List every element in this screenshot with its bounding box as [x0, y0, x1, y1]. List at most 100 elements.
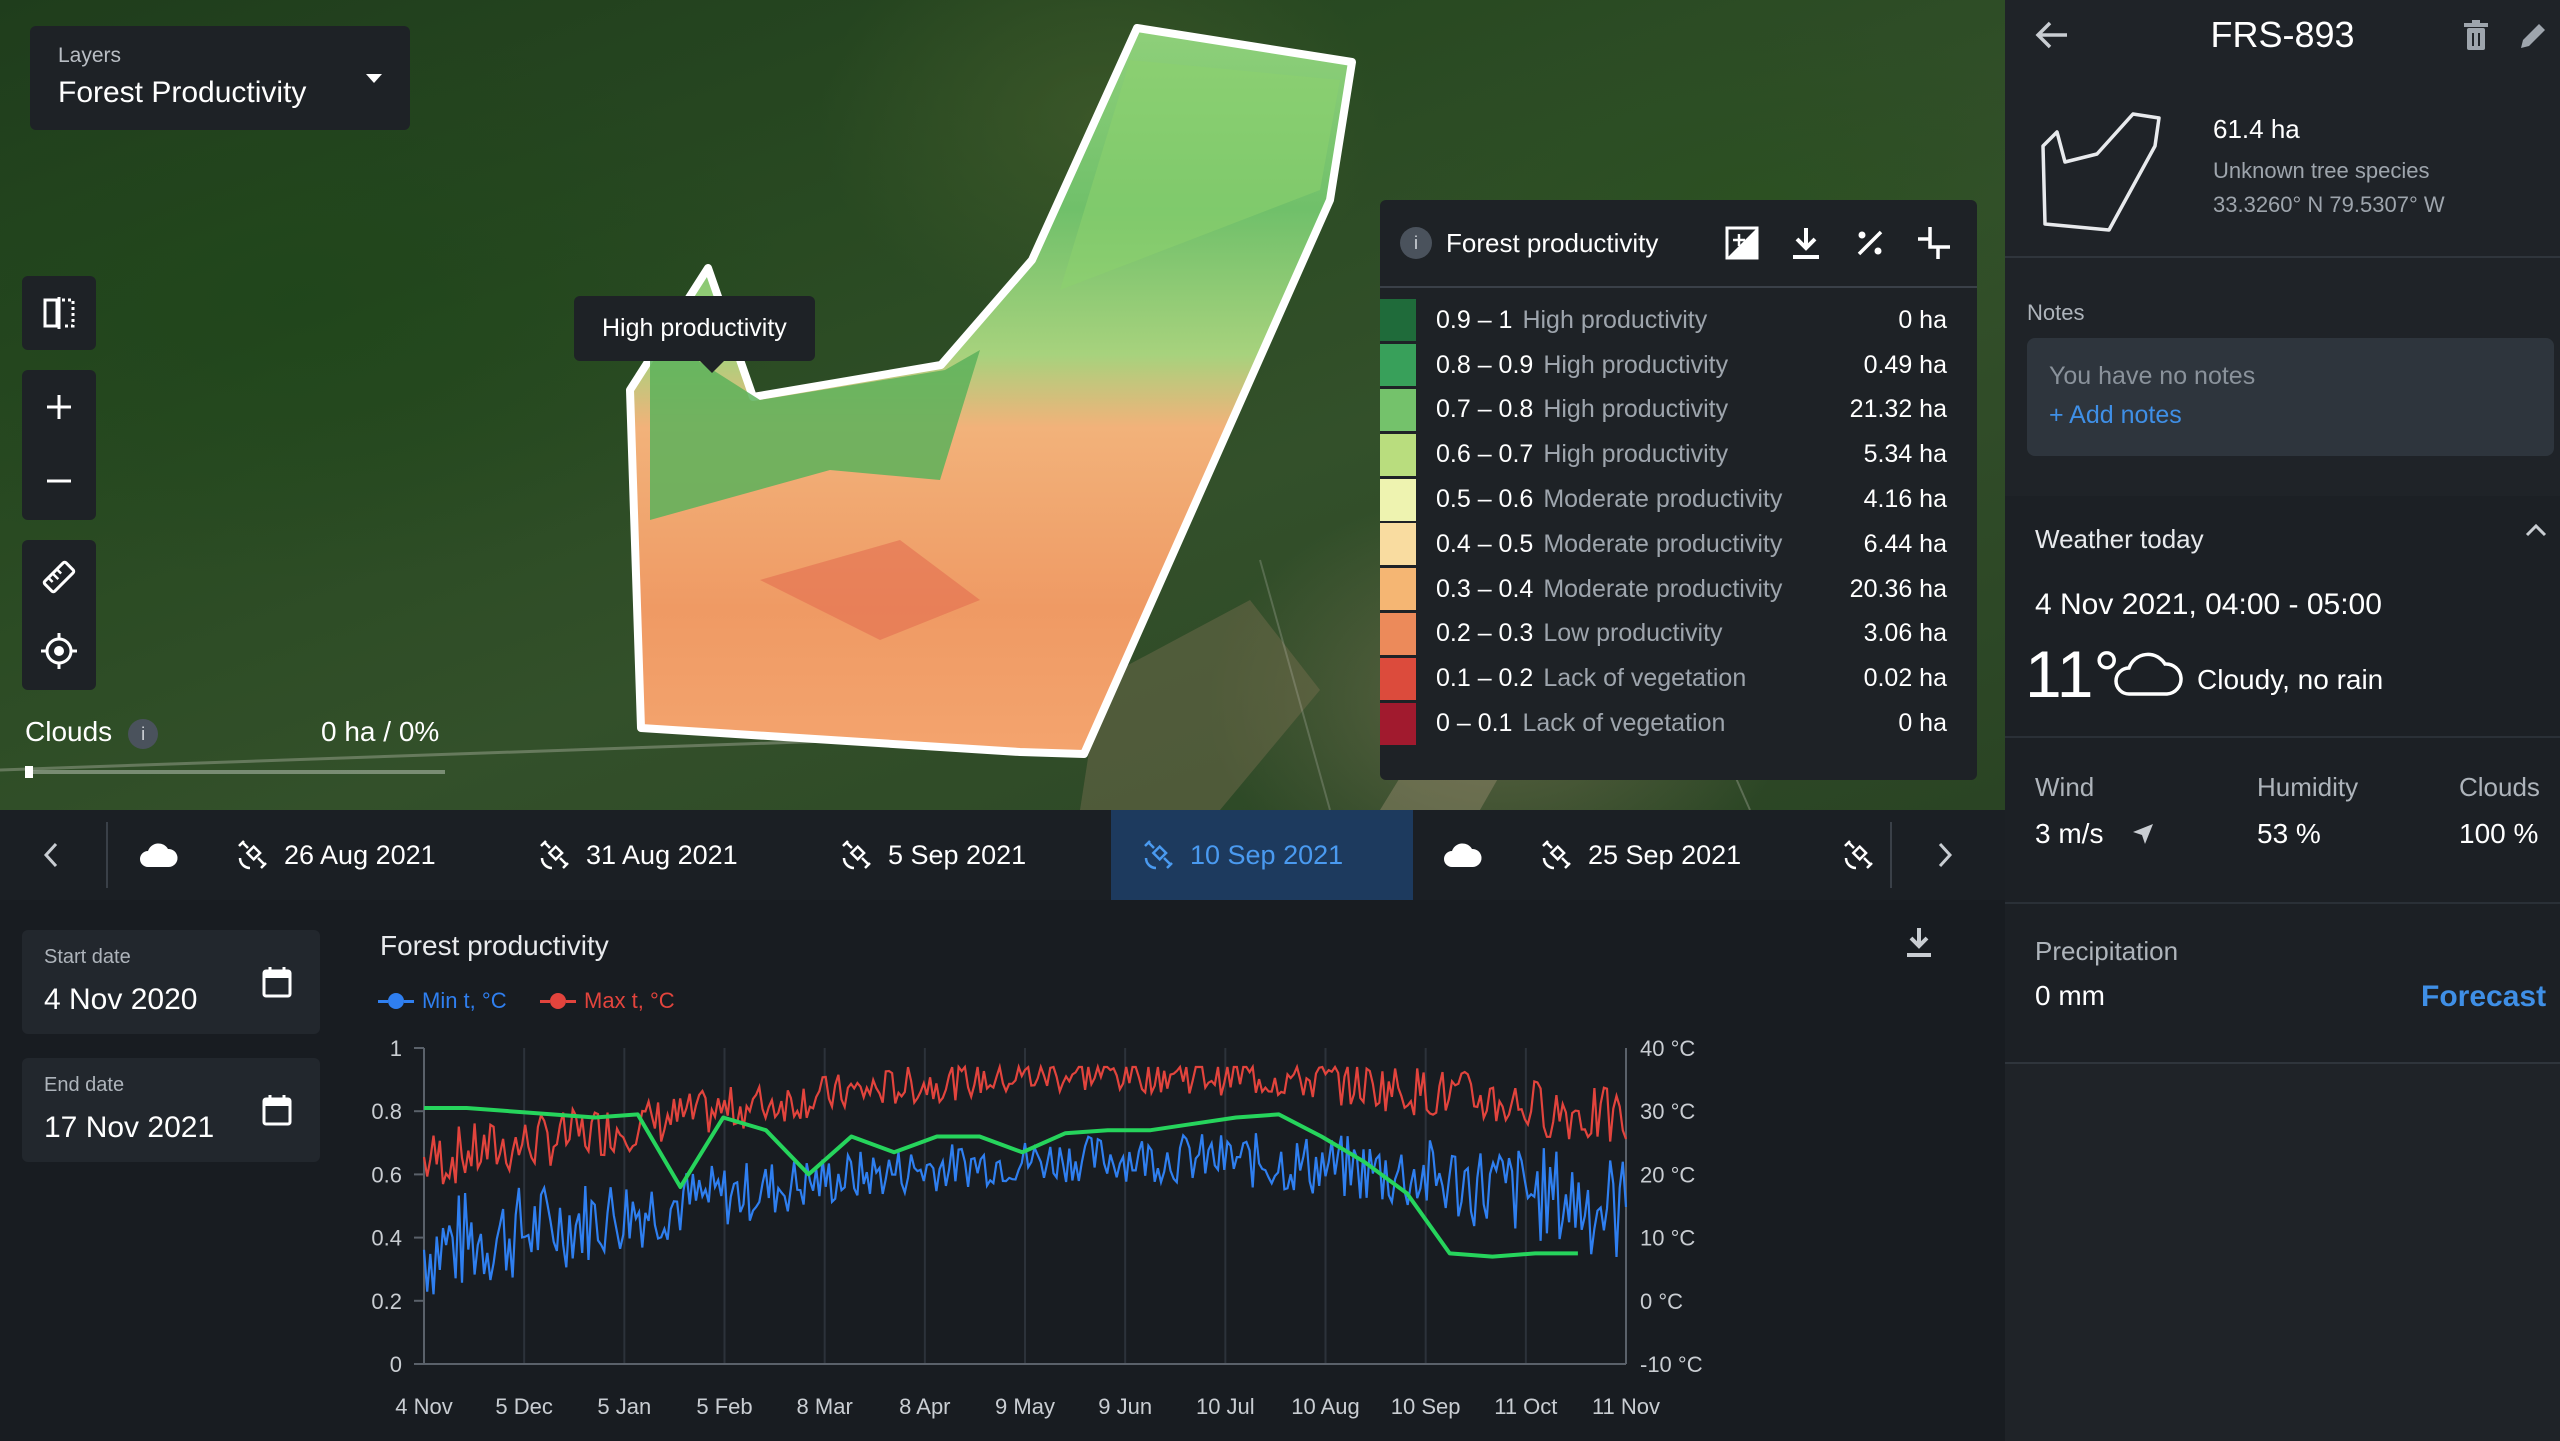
legend-area: 21.32 ha	[1849, 395, 1947, 424]
timeline-date-0[interactable]: 26 Aug 2021	[236, 810, 436, 900]
legend-area: 4.16 ha	[1863, 485, 1947, 514]
field-details-sidebar: FRS-893 61.4 ha Unknown tree species 33.…	[2005, 0, 2560, 1441]
calendar-icon[interactable]	[262, 1094, 292, 1126]
legend-max-temp[interactable]: Max t, °C	[540, 988, 675, 1014]
divider	[2005, 902, 2560, 904]
legend-swatch	[1380, 344, 1416, 387]
collapse-button[interactable]	[1911, 220, 1957, 266]
y-left-tick-label: 0.8	[371, 1099, 402, 1124]
start-date-value: 4 Nov 2020	[44, 983, 198, 1016]
analytics-panel: Start date 4 Nov 2020 End date 17 Nov 20…	[0, 900, 2005, 1441]
map-view[interactable]: Layers Forest Productivity	[0, 0, 2005, 810]
zoom-out-button[interactable]	[22, 444, 96, 518]
legend-swatch	[1380, 702, 1416, 745]
timeline-date-label: 31 Aug 2021	[586, 839, 738, 870]
chevron-up-icon[interactable]	[2523, 520, 2549, 540]
add-notes-link[interactable]: + Add notes	[2049, 401, 2182, 429]
start-date-field[interactable]: Start date 4 Nov 2020	[22, 930, 320, 1034]
chart-download-button[interactable]	[1904, 926, 1934, 963]
field-species: Unknown tree species	[2213, 158, 2430, 183]
pencil-icon[interactable]	[2517, 20, 2549, 52]
legend-min-temp[interactable]: Min t, °C	[378, 988, 507, 1014]
slider-handle[interactable]	[25, 766, 33, 778]
plus-icon	[47, 395, 71, 419]
info-icon[interactable]: i	[128, 718, 159, 749]
legend-swatch	[1380, 388, 1416, 431]
legend-swatch	[1380, 478, 1416, 521]
zoom-controls	[22, 370, 96, 520]
legend-label: Lack of vegetation	[1543, 664, 1747, 693]
timeline-date-5[interactable]	[1842, 810, 1890, 900]
y-right-tick-label: -10 °C	[1640, 1352, 1703, 1377]
legend-area: 5.34 ha	[1863, 440, 1947, 469]
cloud-icon	[2114, 652, 2183, 696]
split-view-button[interactable]	[22, 276, 96, 350]
calendar-icon[interactable]	[262, 966, 292, 998]
legend-row: 0.6 – 0.7 High productivity 5.34 ha	[1380, 432, 1977, 477]
wind-direction-icon	[2133, 824, 2153, 844]
download-button[interactable]	[1783, 220, 1829, 266]
y-right-tick-label: 20 °C	[1640, 1162, 1695, 1187]
cloud-icon	[1444, 843, 1482, 867]
split-view-icon	[43, 297, 75, 329]
percent-toggle-button[interactable]	[1847, 220, 1893, 266]
legend-row: 0.4 – 0.5 Moderate productivity 6.44 ha	[1380, 522, 1977, 567]
legend-range: 0.3 – 0.4	[1436, 574, 1534, 603]
legend-range: 0.1 – 0.2	[1436, 664, 1534, 693]
humidity-value: 53 %	[2257, 818, 2321, 849]
divider	[2005, 1062, 2560, 1064]
notes-box[interactable]: You have no notes + Add notes	[2027, 338, 2554, 456]
weather-temperature: 11°	[2025, 637, 2120, 711]
map-tools	[22, 540, 96, 690]
timeline-prev-button[interactable]	[40, 810, 76, 900]
end-date-field[interactable]: End date 17 Nov 2021	[22, 1058, 320, 1162]
my-location-button[interactable]	[22, 614, 96, 688]
chevron-right-icon	[1938, 842, 1953, 868]
clouds-slider[interactable]	[25, 766, 445, 778]
y-right-tick-label: 40 °C	[1640, 1036, 1695, 1061]
field-id: FRS-893	[2210, 14, 2355, 55]
max-temp-line	[422, 1062, 1628, 1185]
zoom-in-button[interactable]	[22, 370, 96, 444]
x-tick-label: 9 May	[995, 1394, 1055, 1419]
timeline-date-1[interactable]: 31 Aug 2021	[538, 810, 738, 900]
legend-label: High productivity	[1543, 350, 1729, 379]
notes-caption: Notes	[2027, 300, 2085, 325]
info-icon[interactable]: i	[1400, 227, 1432, 259]
clouds-filter: Clouds i 0 ha / 0%	[25, 716, 455, 749]
legend-swatch	[1380, 523, 1416, 566]
clouds-label: Clouds	[25, 716, 113, 747]
timeline-date-label: 26 Aug 2021	[284, 839, 436, 870]
contrast-button[interactable]	[1719, 220, 1765, 266]
wind-value: 3 m/s	[2035, 818, 2104, 849]
field-summary: 61.4 ha Unknown tree species 33.3260° N …	[2035, 100, 2545, 250]
timeline-cloudy-date[interactable]	[138, 810, 192, 900]
image-date-timeline: 26 Aug 2021 31 Aug 2021 5 Sep 2021 10 Se…	[0, 810, 2005, 900]
timeline-date-2[interactable]: 5 Sep 2021	[840, 810, 1026, 900]
timeline-date-active[interactable]: 10 Sep 2021	[1142, 810, 1343, 900]
y-left-tick-label: 0.4	[371, 1226, 402, 1251]
sidebar-header: FRS-893	[2005, 0, 2560, 70]
legend-row: 0.8 – 0.9 High productivity 0.49 ha	[1380, 343, 1977, 388]
percent-icon	[1857, 230, 1883, 256]
precipitation-value: 0 mm	[2035, 980, 2105, 1011]
field-coordinates: 33.3260° N 79.5307° W	[2213, 192, 2445, 217]
download-icon	[1793, 228, 1819, 259]
timeline-date-label: 25 Sep 2021	[1588, 839, 1742, 870]
satellite-icon	[540, 840, 569, 870]
legend-label: Lack of vegetation	[1522, 709, 1726, 738]
map-tooltip: High productivity	[574, 296, 815, 373]
timeline-next-button[interactable]	[1934, 810, 1970, 900]
layers-dropdown[interactable]: Layers Forest Productivity	[30, 26, 410, 130]
forecast-link[interactable]: Forecast	[2421, 980, 2547, 1013]
timeline-date-4[interactable]: 25 Sep 2021	[1540, 810, 1741, 900]
trash-icon[interactable]	[2463, 20, 2489, 52]
timeline-cloudy-date[interactable]	[1442, 810, 1496, 900]
layers-value: Forest Productivity	[58, 76, 307, 109]
ruler-button[interactable]	[22, 540, 96, 614]
legend-rows: 0.9 – 1 High productivity 0 ha 0.8 – 0.9 Hig…	[1380, 288, 1977, 746]
legend-range: 0.7 – 0.8	[1436, 395, 1534, 424]
legend-swatch	[1380, 657, 1416, 700]
x-tick-label: 10 Sep	[1391, 1394, 1461, 1419]
back-arrow-icon[interactable]	[2035, 20, 2069, 50]
